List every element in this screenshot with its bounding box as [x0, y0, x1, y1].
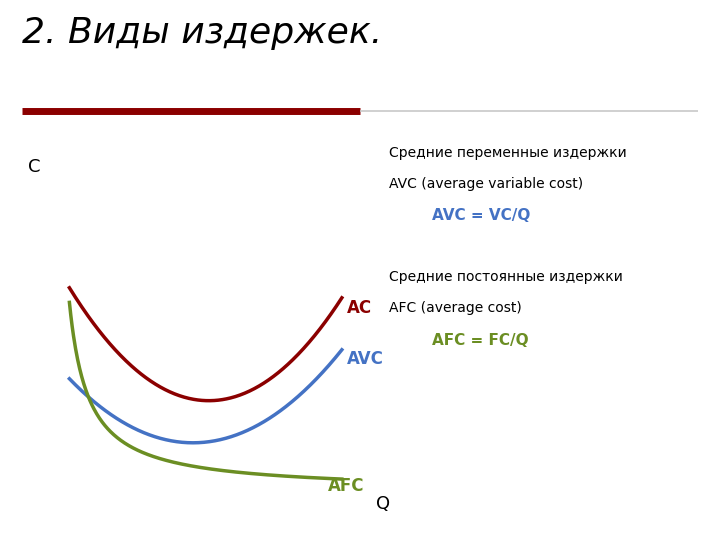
Text: AVC (average variable cost): AVC (average variable cost): [389, 177, 583, 191]
Text: AC: AC: [346, 299, 372, 316]
Text: Средние переменные издержки: Средние переменные издержки: [389, 146, 626, 160]
Text: AFC = FC/Q: AFC = FC/Q: [432, 333, 528, 348]
Text: Средние постоянные издержки: Средние постоянные издержки: [389, 270, 623, 284]
Text: AVC = VC/Q: AVC = VC/Q: [432, 208, 531, 224]
Text: 2. Виды издержек.: 2. Виды издержек.: [22, 16, 382, 50]
Text: AVC: AVC: [346, 350, 384, 368]
Text: C: C: [28, 158, 41, 177]
Text: Q: Q: [376, 495, 390, 514]
Text: AFC: AFC: [328, 477, 365, 495]
Text: AFC (average cost): AFC (average cost): [389, 301, 521, 315]
